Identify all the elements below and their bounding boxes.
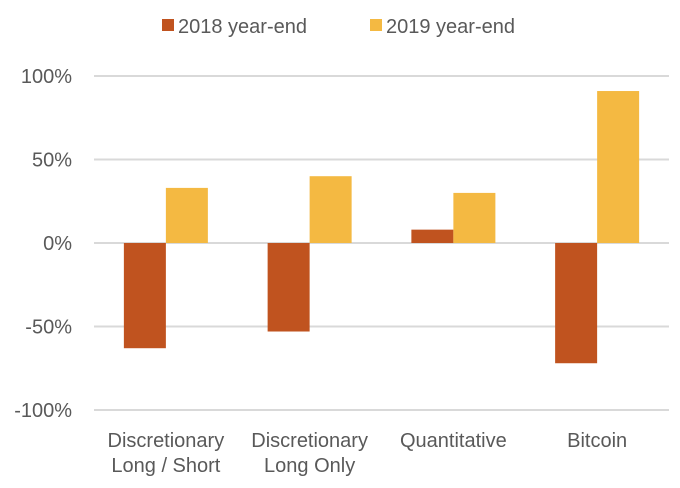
bar-2018-2 — [411, 229, 454, 243]
x-category-label: Discretionary — [108, 430, 225, 452]
legend-swatch-2019 — [370, 19, 382, 31]
bar-2019-0 — [165, 187, 208, 243]
legend-label-2018: 2018 year-end — [178, 16, 307, 38]
x-axis-categories: Discretionary Long / Short Discretionary Lo… — [108, 430, 628, 477]
bar-2018-0 — [123, 243, 166, 349]
bar-2019-3 — [597, 91, 640, 243]
y-tick-label: -100% — [14, 400, 72, 422]
bar-2018-1 — [267, 243, 310, 332]
y-tick-label: 50% — [32, 150, 72, 172]
x-category-label: Long / Short — [111, 455, 220, 477]
y-tick-label: 0% — [43, 233, 72, 255]
bars — [123, 91, 640, 364]
x-category-label: Discretionary — [251, 430, 368, 452]
legend-swatch-2018 — [162, 19, 174, 31]
x-category-label: Quantitative — [400, 430, 507, 452]
legend-label-2019: 2019 year-end — [386, 16, 515, 38]
x-category-label: Long Only — [264, 455, 355, 477]
bar-2019-2 — [453, 192, 496, 243]
y-tick-label: -50% — [25, 317, 72, 339]
bar-2018-3 — [555, 243, 598, 364]
y-tick-label: 100% — [21, 66, 72, 88]
legend: 2018 year-end 2019 year-end — [162, 16, 515, 38]
y-axis-ticks: 100% 50% 0% -50% -100% — [14, 66, 72, 422]
x-category-label: Bitcoin — [567, 430, 627, 452]
bar-2019-1 — [309, 176, 352, 243]
